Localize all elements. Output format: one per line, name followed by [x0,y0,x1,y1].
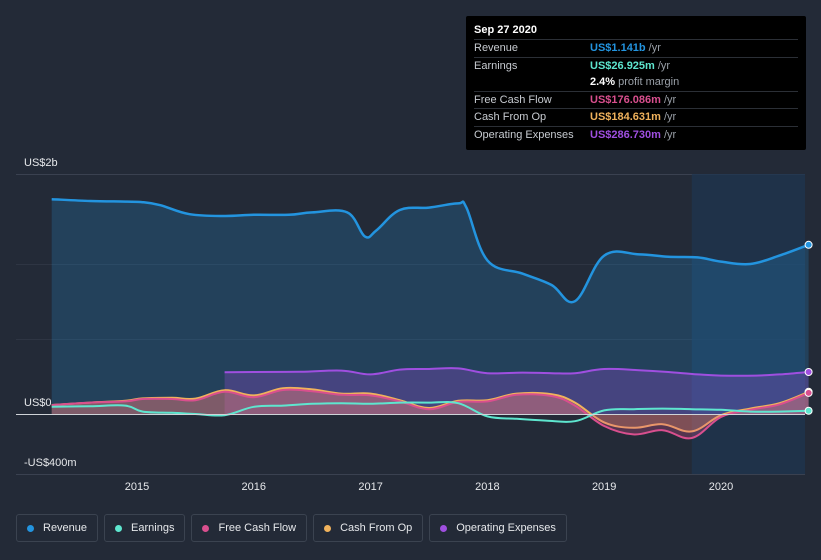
legend-label: Operating Expenses [456,522,556,534]
tooltip-row-earnings: Earnings US$26.925m/yr [474,56,798,75]
x-tick-2017: 2017 [358,481,383,493]
tooltip-row-value: US$26.925m [590,59,655,72]
tooltip-row-unit: profit margin [618,76,680,89]
y-axis-top-label: US$2b [24,157,58,169]
chart-area [16,174,813,475]
operating-expenses-line [224,367,809,377]
free-cash-flow-area [51,389,809,439]
legend-dot-icon [440,524,448,532]
free-cash-flow-end-point[interactable] [804,388,813,397]
tooltip-row-label: Operating Expenses [474,128,574,141]
legend-item-cash-from-op[interactable]: Cash From Op [313,514,424,542]
tooltip-row-value: US$1.141b [590,42,646,55]
operating-expenses-area [224,368,809,414]
tooltip-row-label: Free Cash Flow [474,93,552,106]
earnings-end-point[interactable] [804,406,813,415]
tooltip-row-free-cash-flow: Free Cash Flow US$176.086m/yr [474,90,798,109]
cash-from-op-line [51,386,809,433]
tooltip-row-label: Earnings [474,59,518,72]
tooltip-row-value: US$176.086m [590,93,661,106]
tooltip-row-operating-expenses: Operating Expenses US$286.730m/yr [474,125,798,144]
x-tick-2018: 2018 [475,481,500,493]
tooltip-row-revenue: Revenue US$1.141b/yr [474,39,798,57]
tooltip-row-value: 2.4% [590,76,616,89]
revenue-line [51,197,810,304]
legend-dot-icon [324,524,332,532]
tooltip-row-unit: /yr [663,93,677,106]
x-tick-2016: 2016 [241,481,267,493]
legend-item-revenue[interactable]: Revenue [16,514,99,542]
operating-expenses-end-point[interactable] [804,368,813,376]
tooltip-row-label: Revenue [474,42,519,55]
tooltip-row-value: US$286.730m [590,128,661,141]
y-axis-bottom-label: -US$400m [24,457,77,469]
tooltip-row-unit: /yr [657,59,671,72]
revenue-area [51,199,809,414]
legend-dot-icon [202,524,210,532]
free-cash-flow-line [51,388,809,440]
tooltip-date: Sep 27 2020 [474,24,537,36]
tooltip-row-unit: /yr [663,111,677,124]
legend-item-free-cash-flow[interactable]: Free Cash Flow [191,514,308,542]
y-axis-zero-label: US$0 [24,397,52,409]
tooltip-row-profit-margin: 2.4% profit margin [474,74,798,91]
x-tick-2019: 2019 [591,481,617,493]
legend-dot-icon [115,524,123,532]
tooltip-row-cash-from-op: Cash From Op US$184.631m/yr [474,108,798,126]
tooltip-row-label: Cash From Op [474,111,547,124]
x-tick-2015: 2015 [124,481,150,493]
chart-legend: Revenue Earnings Free Cash Flow Cash From O… [16,514,573,542]
legend-item-earnings[interactable]: Earnings [104,514,186,542]
tooltip-row-unit: /yr [648,42,661,55]
data-tooltip: Sep 27 2020 Revenue US$1.141b/yr Earnings U… [466,16,806,150]
tooltip-row-value: US$184.631m [590,111,661,124]
legend-item-operating-expenses[interactable]: Operating Expenses [429,514,567,542]
legend-label: Earnings [131,522,175,534]
legend-label: Free Cash Flow [218,522,297,534]
legend-dot-icon [27,524,34,532]
tooltip-row-unit: /yr [663,128,677,141]
earnings-line [51,400,809,423]
x-tick-2020: 2020 [708,481,734,493]
legend-label: Revenue [43,522,88,534]
legend-label: Cash From Op [340,522,413,534]
revenue-end-point[interactable] [804,240,813,249]
